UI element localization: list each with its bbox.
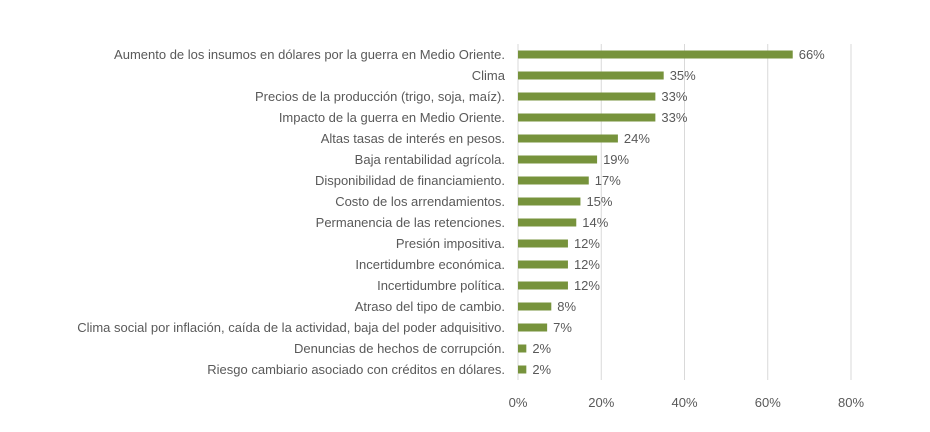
- bar: [518, 260, 568, 269]
- bar: [518, 92, 656, 101]
- bar: [518, 50, 793, 59]
- bar: [518, 302, 552, 311]
- category-label: Atraso del tipo de cambio.: [355, 299, 505, 314]
- data-label: 7%: [553, 320, 572, 335]
- category-label: Precios de la producción (trigo, soja, m…: [255, 89, 505, 104]
- data-label: 14%: [582, 215, 608, 230]
- x-tick-label: 40%: [671, 395, 697, 410]
- data-label: 33%: [661, 110, 687, 125]
- bar: [518, 155, 598, 164]
- category-label: Clima: [472, 68, 506, 83]
- data-label: 35%: [670, 68, 696, 83]
- category-label: Disponibilidad de financiamiento.: [315, 173, 505, 188]
- data-label: 12%: [574, 278, 600, 293]
- category-label: Costo de los arrendamientos.: [335, 194, 505, 209]
- data-label: 19%: [603, 152, 629, 167]
- category-label: Denuncias de hechos de corrupción.: [294, 341, 505, 356]
- data-label: 24%: [624, 131, 650, 146]
- x-axis-ticks: 0% 20% 40% 60% 80%: [509, 395, 865, 410]
- data-label: 15%: [586, 194, 612, 209]
- category-label: Baja rentabilidad agrícola.: [355, 152, 505, 167]
- value-labels: 66% 35% 33% 33% 24% 19% 17% 15% 14% 12% 12% 12% 8% 7%…: [532, 47, 825, 377]
- category-label: Riesgo cambiario asociado con créditos e…: [207, 362, 505, 377]
- category-label: Permanencia de las retenciones.: [316, 215, 505, 230]
- bars: [518, 50, 793, 374]
- category-label: Incertidumbre política.: [377, 278, 505, 293]
- category-labels: Aumento de los insumos en dólares por la…: [77, 47, 506, 377]
- category-label: Incertidumbre económica.: [355, 257, 505, 272]
- x-tick-label: 20%: [588, 395, 614, 410]
- category-label: Clima social por inflación, caída de la …: [77, 320, 505, 335]
- data-label: 12%: [574, 236, 600, 251]
- data-label: 12%: [574, 257, 600, 272]
- bar: [518, 239, 568, 248]
- bar: [518, 134, 618, 143]
- data-label: 66%: [799, 47, 825, 62]
- category-label: Aumento de los insumos en dólares por la…: [114, 47, 505, 62]
- data-label: 2%: [532, 341, 551, 356]
- data-label: 33%: [661, 89, 687, 104]
- data-label: 2%: [532, 362, 551, 377]
- bar: [518, 197, 581, 206]
- category-label: Presión impositiva.: [396, 236, 505, 251]
- bar: [518, 323, 548, 332]
- bar: [518, 281, 568, 290]
- x-tick-label: 80%: [838, 395, 864, 410]
- data-label: 17%: [595, 173, 621, 188]
- bar: [518, 176, 589, 185]
- bar: [518, 71, 664, 80]
- bar: [518, 344, 527, 353]
- x-tick-label: 0%: [509, 395, 528, 410]
- category-label: Altas tasas de interés en pesos.: [321, 131, 505, 146]
- data-label: 8%: [557, 299, 576, 314]
- category-label: Impacto de la guerra en Medio Oriente.: [279, 110, 505, 125]
- bar: [518, 113, 656, 122]
- bar: [518, 365, 527, 374]
- bar: [518, 218, 577, 227]
- x-tick-label: 60%: [755, 395, 781, 410]
